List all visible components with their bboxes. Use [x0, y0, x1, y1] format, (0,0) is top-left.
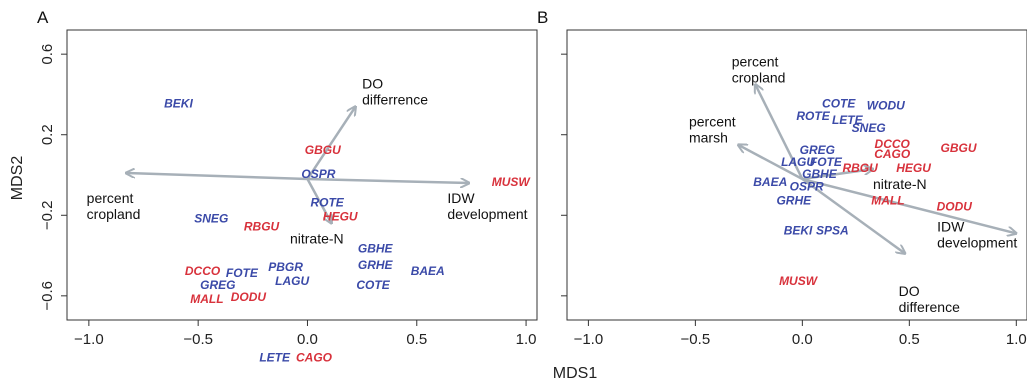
- species-label-mall: MALL: [190, 292, 223, 306]
- vector-label-do-difference: DO differrence: [362, 75, 428, 107]
- plot-frame: [566, 29, 1027, 321]
- species-label-spsa: SPSA: [816, 224, 849, 238]
- x-tick-label: 1.0: [516, 331, 537, 348]
- x-tick-label: 1.0: [1006, 331, 1027, 348]
- species-label-hegu: HEGU: [896, 161, 931, 175]
- panel-b: B −1.0 −0.5 0.0 0.5 1.0 percent cropland percent…: [537, 8, 1027, 348]
- vector-label-percent-cropland: percent cropland: [87, 190, 141, 222]
- vector-percent-marsh: [738, 145, 803, 181]
- species-label-rote: ROTE: [796, 109, 830, 123]
- vector-label-nitrate-n: nitrate-N: [290, 230, 344, 246]
- y-axis-title: MDS2: [9, 156, 26, 201]
- species-label-rbgu: RBGU: [244, 220, 280, 234]
- species-label-beki: BEKI: [164, 97, 193, 111]
- species-label-gbhe: GBHE: [802, 167, 838, 181]
- vector-percent-cropland: [126, 173, 308, 181]
- species-label-mall: MALL: [871, 193, 904, 207]
- species-label-fote: FOTE: [226, 266, 259, 280]
- vector-label-do-difference: DO difference: [899, 283, 960, 315]
- vector-idw-development: [307, 177, 469, 183]
- x-tick-label: 0.0: [792, 331, 813, 348]
- species-label-lete: LETE: [832, 113, 864, 127]
- species-label-rote: ROTE: [310, 195, 344, 209]
- vector-percent-cropland: [755, 84, 804, 180]
- x-tick-label: −0.5: [183, 331, 213, 348]
- panel-letter: B: [537, 8, 548, 27]
- species-label-pbgr: PBGR: [268, 260, 303, 274]
- species-label-dcco: DCCO: [185, 264, 221, 278]
- species-label-gbhe: GBHE: [358, 242, 394, 256]
- species-label-beki: BEKI: [784, 224, 813, 238]
- species-label-sneg: SNEG: [852, 121, 886, 135]
- x-tick-label: 0.5: [899, 331, 920, 348]
- species-label-greg: GREG: [800, 143, 835, 157]
- panel-letter: A: [37, 8, 49, 27]
- x-tick-label: −0.5: [681, 331, 711, 348]
- y-tick-label: 0.6: [39, 44, 56, 65]
- species-label-wodu: WODU: [867, 99, 905, 113]
- vector-do-difference: [801, 178, 905, 254]
- vector-label-percent-marsh: percent marsh: [689, 114, 736, 146]
- y-tick-label: −0.2: [39, 200, 56, 230]
- vector-label-idw-development: IDW development: [937, 218, 1017, 250]
- x-tick-label: −1.0: [74, 331, 104, 348]
- species-label-gbgu: GBGU: [305, 143, 341, 157]
- species-label-dcco: DCCO: [875, 137, 911, 151]
- species-label-baea: BAEA: [411, 264, 445, 278]
- species-label-dodu: DODU: [231, 290, 267, 304]
- plot-frame: [66, 29, 538, 321]
- species-label-ospr: OSPR: [301, 167, 335, 181]
- vector-label-nitrate-n: nitrate-N: [873, 176, 927, 192]
- x-tick-label: 0.0: [297, 331, 318, 348]
- species-label-gbgu: GBGU: [941, 141, 977, 155]
- y-tick-label: 0.2: [39, 124, 56, 145]
- species-label-rbgu: RBGU: [842, 161, 878, 175]
- species-label-sneg: SNEG: [194, 211, 228, 225]
- species-label-lete: LETE: [259, 350, 291, 364]
- vector-nitrate-n: [802, 169, 873, 181]
- species-label-cago: CAGO: [296, 350, 333, 364]
- vector-nitrate-n: [306, 178, 331, 223]
- vector-idw-development: [802, 177, 1016, 233]
- species-label-cote: COTE: [356, 278, 390, 292]
- species-label-hegu: HEGU: [323, 209, 358, 223]
- species-label-cote: COTE: [822, 97, 856, 111]
- vector-do-difference: [306, 107, 355, 180]
- species-label-musw: MUSW: [492, 175, 532, 189]
- species-label-cago: CAGO: [874, 147, 911, 161]
- species-label-baea: BAEA: [753, 175, 787, 189]
- species-label-greg: GREG: [200, 278, 235, 292]
- species-label-dodu: DODU: [937, 199, 973, 213]
- vector-label-percent-cropland: percent cropland: [732, 53, 786, 85]
- species-label-lagu: LAGU: [781, 155, 815, 169]
- y-tick-label: −0.6: [39, 281, 56, 311]
- species-label-lagu: LAGU: [275, 274, 309, 288]
- x-axis-title: MDS1: [553, 365, 598, 382]
- vector-label-idw-development: IDW development: [447, 190, 527, 222]
- x-tick-label: −1.0: [574, 331, 604, 348]
- species-label-grhe: GRHE: [776, 193, 812, 207]
- species-label-musw: MUSW: [779, 274, 819, 288]
- species-label-grhe: GRHE: [358, 258, 394, 272]
- species-label-fote: FOTE: [810, 155, 843, 169]
- species-label-ospr: OSPR: [790, 179, 824, 193]
- x-tick-label: 0.5: [406, 331, 427, 348]
- panel-a: A −1.0 −0.5 0.0 0.5 1.0 −0.6 −0.2 0.2 0.6 DO differ…: [37, 8, 538, 364]
